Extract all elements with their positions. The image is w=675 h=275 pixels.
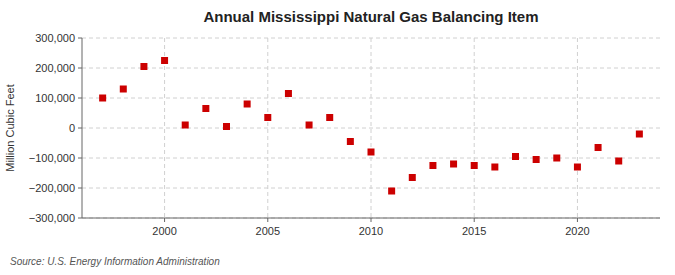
y-tick-label: −100,000 (29, 152, 75, 164)
x-tick (371, 218, 372, 222)
grid-line-x (371, 38, 372, 218)
grid (82, 38, 660, 218)
y-tick (78, 218, 82, 219)
grid-line-x (474, 38, 475, 218)
y-tick (78, 158, 82, 159)
x-tick-label: 2005 (256, 225, 280, 237)
source-note: Source: U.S. Energy Information Administ… (10, 256, 220, 267)
point (223, 123, 230, 130)
y-tick (78, 38, 82, 39)
point (553, 155, 560, 162)
x-tick (164, 218, 165, 222)
point (347, 138, 354, 145)
point (574, 164, 581, 171)
point (595, 144, 602, 151)
x-tick (474, 218, 475, 222)
chart-container: −300,000 −200,000 −100,000 0 100,000 200,000 3… (0, 0, 675, 275)
points (99, 57, 643, 195)
y-tick-label: 0 (69, 122, 75, 134)
x-tick (267, 218, 268, 222)
point (512, 153, 519, 160)
y-axis-label: Million Cubic Feet (4, 84, 16, 171)
point (140, 63, 147, 70)
grid-line-y (82, 128, 660, 129)
point (264, 114, 271, 121)
point (99, 95, 106, 102)
y-tick-label: 300,000 (35, 32, 75, 44)
grid-line-x (267, 38, 268, 218)
chart-svg: −300,000 −200,000 −100,000 0 100,000 200,000 3… (0, 0, 675, 275)
point (244, 101, 251, 108)
point (368, 149, 375, 156)
point (636, 131, 643, 138)
y-tick (78, 98, 82, 99)
y-tick-label: −200,000 (29, 182, 75, 194)
point (491, 164, 498, 171)
y-tick (78, 128, 82, 129)
point (429, 162, 436, 169)
x-tick-label: 2020 (565, 225, 589, 237)
x-tick-label: 2015 (462, 225, 486, 237)
point (120, 86, 127, 93)
point (533, 156, 540, 163)
x-tick-label: 2010 (359, 225, 383, 237)
point (615, 158, 622, 165)
point (182, 122, 189, 129)
point (306, 122, 313, 129)
point (409, 174, 416, 181)
point (450, 161, 457, 168)
x-tick-label: 2000 (152, 225, 176, 237)
point (388, 188, 395, 195)
point (471, 162, 478, 169)
y-tick (78, 188, 82, 189)
x-tick (577, 218, 578, 222)
y-tick-label: 100,000 (35, 92, 75, 104)
point (326, 114, 333, 121)
tick-labels: −300,000 −200,000 −100,000 0 100,000 200,000 3… (29, 32, 590, 237)
chart-title: Annual Mississippi Natural Gas Balancing… (203, 8, 538, 25)
y-tick-label: 200,000 (35, 62, 75, 74)
point (202, 105, 209, 112)
grid-line-x (164, 38, 165, 218)
grid-line-x (577, 38, 578, 218)
y-tick (78, 68, 82, 69)
y-tick-label: −300,000 (29, 212, 75, 224)
point (285, 90, 292, 97)
point (161, 57, 168, 64)
